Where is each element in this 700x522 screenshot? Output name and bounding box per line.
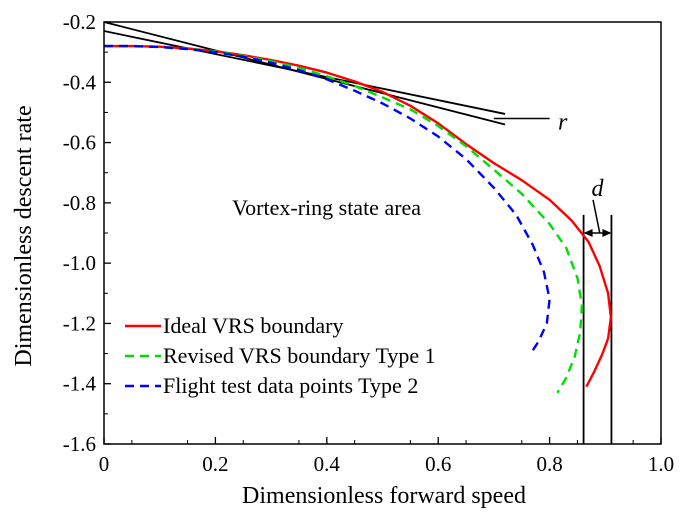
y-tick-label: -0.4 [63,70,97,94]
series-layer [104,44,613,394]
x-tick-label: 0.2 [202,452,228,476]
annotations: Vortex-ring state area r d [232,109,612,237]
legend-label-3: Flight test data points Type 2 [163,373,418,398]
y-tick-label: -1.0 [63,251,96,275]
d-arrow-head-left [583,229,593,237]
d-label: d [592,176,605,202]
y-tick-label: -0.8 [63,191,96,215]
d-pointer-line [592,199,601,234]
vertical-reference-lines [582,214,613,444]
series-line-1 [104,44,613,388]
x-tick-label: 0.6 [425,452,451,476]
x-tick-label: 0.8 [536,452,562,476]
legend-label-2: Revised VRS boundary Type 1 [163,343,436,368]
d-arrow-head-right [602,229,612,237]
series-line-3 [104,44,551,355]
x-axis-title: Dimensionless forward speed [242,483,526,509]
axes: 0 0.2 0.4 0.6 0.8 1.0 -0.2 -0.4 -0.6 -0.8 -1.0 -1.2… [63,10,674,476]
legend-label-1: Ideal VRS boundary [163,313,343,338]
y-tick-label: -0.6 [63,131,96,155]
y-tick-label: -1.4 [63,372,97,396]
y-tick-label: -0.2 [63,10,96,34]
area-label: Vortex-ring state area [232,195,421,220]
r-label: r [558,109,568,135]
x-tick-label: 0 [99,452,110,476]
y-tick-label: -1.6 [63,432,96,456]
y-axis-title: Dimensionless descent rate [11,105,37,366]
x-tick-label: 1.0 [648,452,674,476]
x-tick-label: 0.4 [314,452,341,476]
y-tick-label: -1.2 [63,311,96,335]
legend: Ideal VRS boundary Revised VRS boundary T… [125,313,436,398]
